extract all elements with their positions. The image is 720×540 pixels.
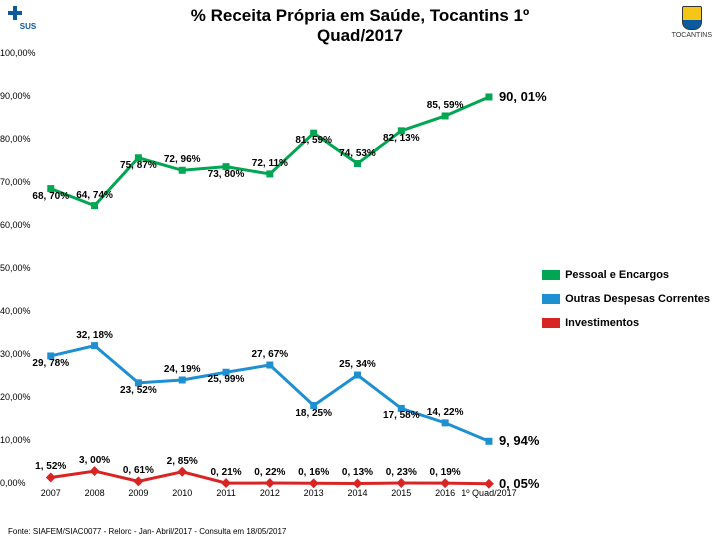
data-label: 25, 99%	[208, 374, 245, 385]
data-label: 27, 67%	[251, 349, 288, 360]
data-label: 0, 22%	[254, 467, 285, 478]
legend-swatch	[542, 318, 560, 328]
data-label: 2, 85%	[167, 456, 198, 467]
legend-swatch	[542, 270, 560, 280]
data-label: 64, 74%	[76, 190, 113, 201]
data-label: 75, 87%	[120, 160, 157, 171]
data-label: 72, 11%	[252, 158, 288, 169]
legend-label: Investimentos	[565, 317, 639, 329]
data-label: 17, 58%	[383, 410, 420, 421]
data-label: 32, 18%	[76, 330, 113, 341]
data-label: 1, 52%	[35, 461, 66, 472]
end-label: 0, 05%	[499, 476, 539, 491]
end-label: 90, 01%	[499, 89, 547, 104]
legend-item: Outras Despesas Correntes	[542, 293, 710, 305]
data-label: 0, 13%	[342, 467, 373, 478]
page: SUS TOCANTINS % Receita Própria em Saúde…	[0, 0, 720, 540]
footer-source: Fonte: SIAFEM/SIAC0077 - Relorc - Jan- A…	[8, 527, 286, 536]
data-label: 81, 59%	[295, 135, 332, 146]
legend: Pessoal e Encargos Outras Despesas Corren…	[542, 269, 710, 341]
data-label: 0, 16%	[298, 467, 329, 478]
data-label: 23, 52%	[120, 385, 157, 396]
data-label: 82, 13%	[383, 133, 420, 144]
data-label: 0, 61%	[123, 465, 154, 476]
chart-title: % Receita Própria em Saúde, Tocantins 1º…	[0, 6, 720, 45]
data-label: 0, 21%	[210, 467, 241, 478]
data-label: 29, 78%	[32, 358, 69, 369]
data-label: 68, 70%	[32, 190, 69, 201]
data-label: 72, 96%	[164, 154, 201, 165]
legend-item: Investimentos	[542, 317, 710, 329]
data-label: 25, 34%	[339, 359, 376, 370]
data-label: 85, 59%	[427, 100, 464, 111]
data-label: 18, 25%	[295, 407, 332, 418]
data-label: 74, 53%	[339, 147, 376, 158]
data-label: 0, 19%	[430, 467, 461, 478]
data-label: 24, 19%	[164, 364, 201, 375]
data-label: 14, 22%	[427, 407, 464, 418]
legend-label: Pessoal e Encargos	[565, 269, 669, 281]
line-chart: 0,00%10,00%20,00%30,00%40,00%50,00%60,00…	[0, 54, 720, 494]
data-label: 3, 00%	[79, 455, 110, 466]
data-label: 73, 80%	[208, 169, 245, 180]
legend-swatch	[542, 294, 560, 304]
legend-item: Pessoal e Encargos	[542, 269, 710, 281]
end-label: 9, 94%	[499, 433, 539, 448]
data-label: 0, 23%	[386, 467, 417, 478]
legend-label: Outras Despesas Correntes	[565, 293, 710, 305]
